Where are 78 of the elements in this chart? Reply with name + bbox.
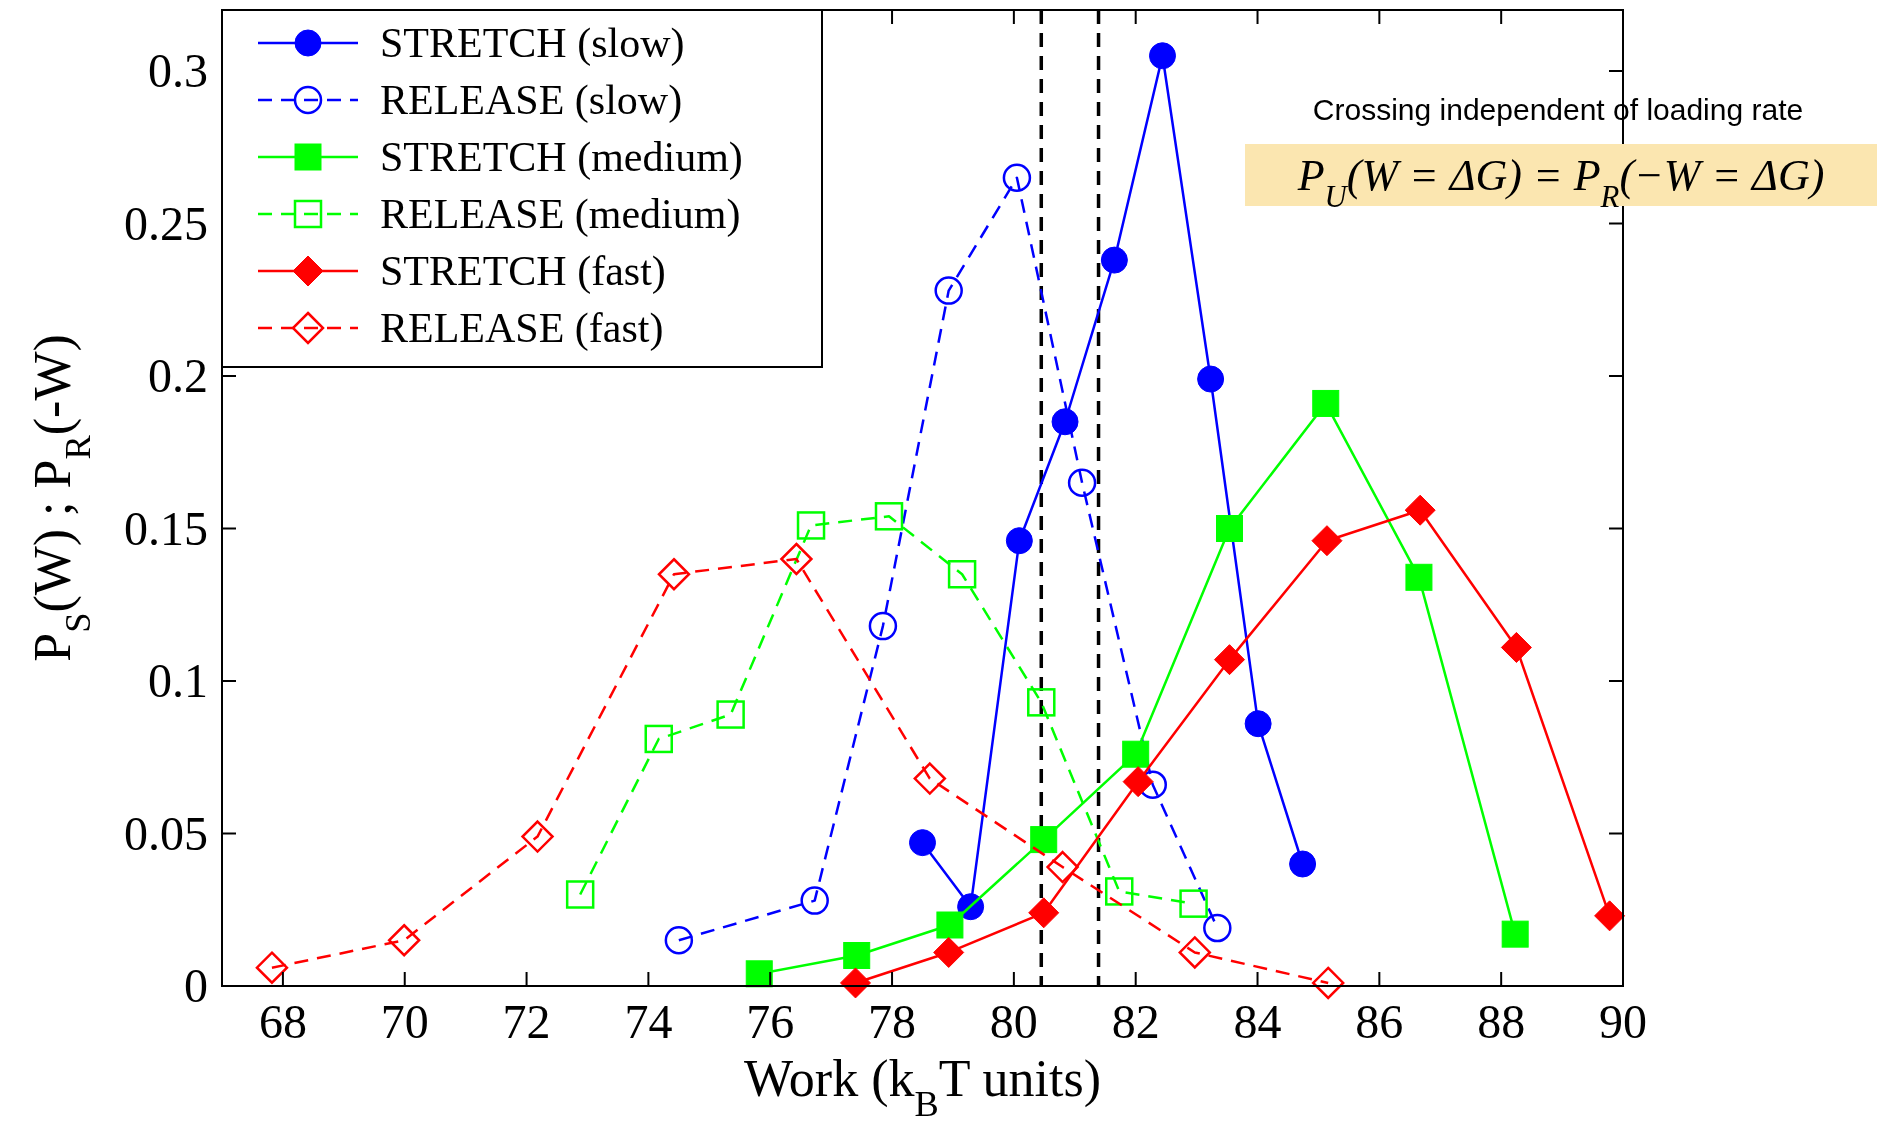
point <box>1501 920 1529 948</box>
point <box>1244 710 1272 738</box>
point <box>934 276 963 305</box>
x-tick-label: 74 <box>624 995 673 1048</box>
point <box>1067 468 1097 497</box>
point <box>780 542 813 576</box>
legend-label: STRETCH (medium) <box>380 134 743 181</box>
point <box>745 960 773 988</box>
x-tick-label: 88 <box>1477 995 1526 1048</box>
x-tick-label: 68 <box>258 995 307 1048</box>
point <box>1100 246 1128 274</box>
point <box>1214 644 1245 676</box>
point <box>1594 900 1626 932</box>
x-tick-label: 76 <box>746 995 795 1048</box>
point <box>1289 850 1317 878</box>
point <box>868 611 898 641</box>
point <box>1028 897 1060 929</box>
point <box>1216 515 1243 542</box>
point <box>1405 563 1433 591</box>
x-tick-label: 82 <box>1111 995 1160 1048</box>
point <box>843 942 871 969</box>
point <box>1179 889 1208 918</box>
point <box>657 558 691 591</box>
point <box>1203 913 1232 943</box>
x-tick-label: 78 <box>868 995 917 1048</box>
legend-label: RELEASE (medium) <box>380 191 741 238</box>
point <box>1149 42 1176 70</box>
y-tick-label: 0.3 <box>148 44 208 97</box>
y-tick-label: 0 <box>184 959 208 1012</box>
point <box>1404 494 1436 526</box>
point <box>1312 389 1340 417</box>
x-tick-label: 84 <box>1233 995 1282 1048</box>
point <box>1122 740 1150 768</box>
point <box>521 820 554 853</box>
point <box>565 880 595 909</box>
y-tick-label: 0.1 <box>148 654 208 707</box>
point <box>800 886 829 915</box>
point <box>874 502 904 531</box>
point <box>387 924 421 957</box>
y-tick-label: 0.15 <box>124 501 208 555</box>
point <box>840 967 871 999</box>
point <box>644 724 673 754</box>
point <box>796 511 826 540</box>
point <box>936 911 964 939</box>
y-tick-label: 0.25 <box>124 196 208 250</box>
point <box>933 936 965 968</box>
legend-label: STRETCH (fast) <box>380 248 666 295</box>
point <box>664 926 694 955</box>
point <box>1197 365 1225 393</box>
x-tick-label: 70 <box>380 995 429 1048</box>
point <box>1311 966 1345 1000</box>
x-tick-label: 90 <box>1599 995 1647 1048</box>
point <box>1051 408 1079 436</box>
point <box>1027 688 1056 717</box>
annotation: P$_{U}$(W = ΔG) = P$_{R}$(−W = ΔG) <box>1296 151 1825 214</box>
y-tick-label: 0.05 <box>124 806 208 860</box>
point <box>1105 877 1134 906</box>
point <box>947 560 977 589</box>
point <box>1178 936 1212 969</box>
point <box>1500 631 1532 663</box>
point <box>913 762 947 795</box>
point <box>1002 163 1032 192</box>
legend-label: RELEASE (slow) <box>380 77 683 124</box>
point <box>1046 850 1079 884</box>
x-tick-label: 86 <box>1355 995 1404 1048</box>
x-axis-title: Work (k$_{B}$T units) <box>743 1050 1102 1124</box>
x-tick-label: 72 <box>502 995 551 1048</box>
point <box>1030 826 1058 854</box>
legend-label: RELEASE (fast) <box>380 305 664 352</box>
legend-label: STRETCH (slow) <box>380 20 685 67</box>
point <box>716 700 745 729</box>
x-tick-label: 80 <box>989 995 1038 1048</box>
point <box>909 829 936 857</box>
point <box>255 951 289 984</box>
point <box>1005 527 1033 555</box>
y-tick-label: 0.2 <box>148 349 208 402</box>
point <box>1311 525 1343 557</box>
point <box>1122 766 1154 798</box>
